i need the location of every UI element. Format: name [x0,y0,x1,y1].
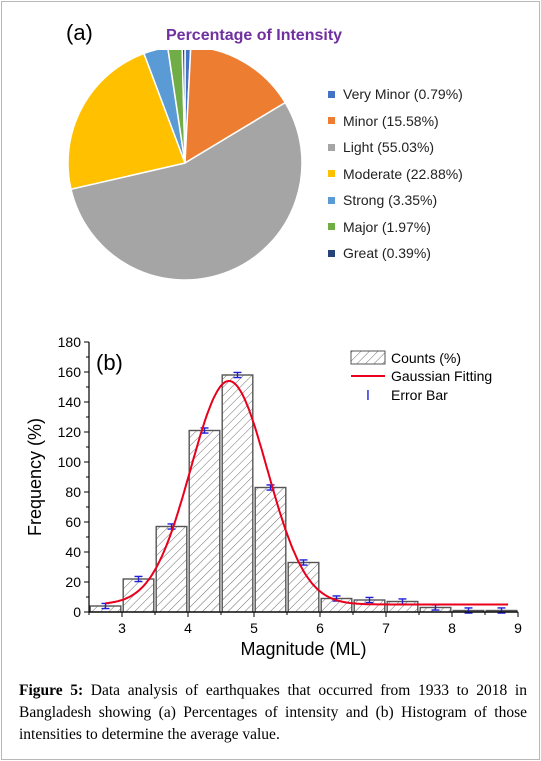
pie-slice [142,50,186,164]
histogram-bar [254,486,287,613]
histogram-bar [221,374,254,613]
legend-swatch [328,223,335,231]
y-tick-label: 180 [58,334,82,350]
y-tick-label: 80 [65,484,81,500]
gaussian-fit-line [105,380,509,606]
y-tick-label: 160 [58,364,82,380]
legend-label-counts: Counts (%) [391,350,461,366]
pie-slice [70,101,303,280]
x-tick-label: 5 [250,620,258,636]
legend-swatch [328,90,335,98]
legend-swatch-error: I [366,387,370,404]
panel-b-label: (b) [96,350,123,375]
legend-item: Minor (15.58%) [328,108,463,135]
error-bar [134,575,143,583]
legend-item: Great (0.39%) [328,240,463,267]
x-tick-label: 9 [514,620,522,636]
x-tick-label: 3 [118,620,126,636]
legend-swatch [328,143,335,151]
legend-label: Strong (3.35%) [343,192,438,209]
legend-swatch [328,249,335,257]
y-tick-label: 40 [65,544,81,560]
legend-item: Moderate (22.88%) [328,161,463,188]
histogram-bar [155,525,188,613]
legend-label: Minor (15.58%) [343,112,439,129]
legend-swatch [328,196,335,204]
pie-legend: Very Minor (0.79%) Minor (15.58%) Light (5… [328,81,463,267]
legend-item: Light (55.03%) [328,134,463,161]
y-tick-label: 20 [65,574,81,590]
pie-slice [184,50,287,165]
legend-label: Light (55.03%) [343,139,435,156]
pie-slice [167,50,186,164]
y-tick-label: 0 [73,604,81,620]
x-tick-label: 6 [316,620,324,636]
pie-chart [67,50,303,280]
figure-caption: Figure 5: Data analysis of earthquakes t… [19,680,527,746]
pie-chart-title: Percentage of Intensity [166,27,343,44]
legend-label-error: Error Bar [391,387,448,403]
y-tick-label: 140 [58,394,82,410]
error-bar [365,596,374,604]
x-tick-label: 8 [448,620,456,636]
panel-a-label: (a) [66,20,93,45]
x-tick-label: 4 [184,620,192,636]
legend-item: Very Minor (0.79%) [328,81,463,108]
legend-label-fit: Gaussian Fitting [391,368,492,384]
legend-label: Great (0.39%) [343,245,431,262]
pie-slice [67,52,187,191]
x-tick-label: 7 [382,620,390,636]
legend-label: Major (1.97%) [343,218,431,235]
histogram-chart: 0 20 40 60 80 100 120 140 160 180 3 4 5 6 7 8 9 Magnitude… [25,334,522,659]
legend-swatch-counts [350,350,386,365]
y-tick-label: 100 [58,454,82,470]
y-tick-label: 120 [58,424,82,440]
y-tick-label: 60 [65,514,81,530]
x-axis-title: Magnitude (ML) [240,639,366,659]
legend-label: Very Minor (0.79%) [343,86,463,103]
legend-item: Major (1.97%) [328,214,463,241]
legend-swatch [328,170,335,178]
histogram-bar [122,578,155,613]
legend-item: Strong (3.35%) [328,187,463,214]
caption-label: Figure 5: [19,682,84,699]
pie-slice [181,50,186,164]
legend-swatch [328,117,335,125]
y-axis-title: Frequency (%) [25,418,45,536]
error-bar [233,371,242,379]
caption-text: Data analysis of earthquakes that occurr… [19,682,527,743]
legend-label: Moderate (22.88%) [343,165,463,182]
